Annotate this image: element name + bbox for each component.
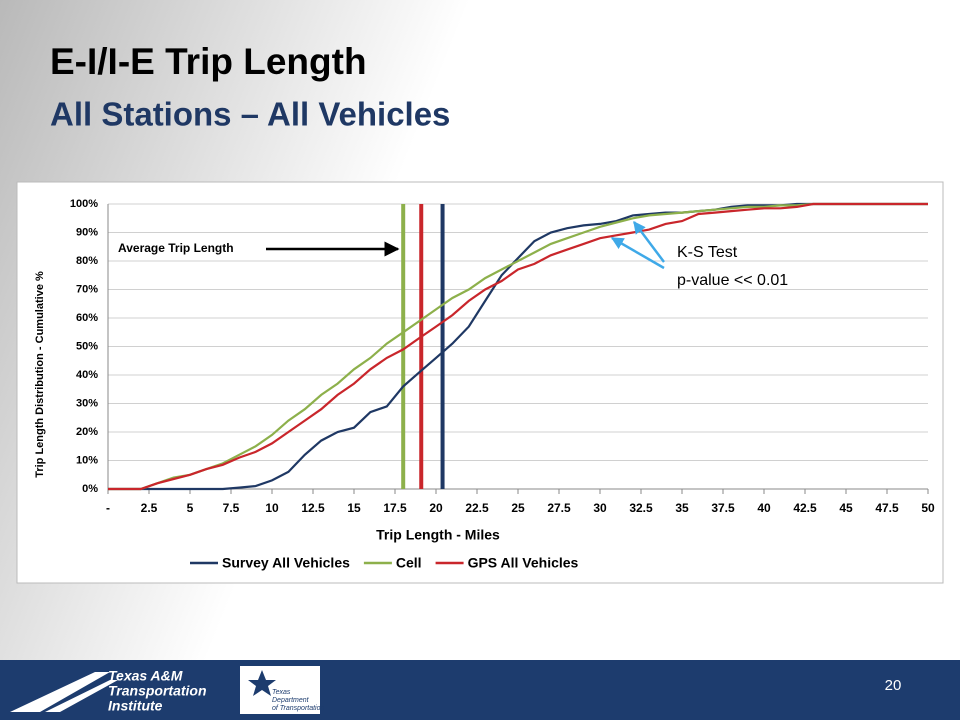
x-tick-label: 30 [593, 501, 607, 515]
x-tick-label: - [106, 501, 110, 515]
tti-logo-text: Institute [108, 698, 163, 714]
legend-label: Survey All Vehicles [222, 555, 350, 571]
legend-label: GPS All Vehicles [468, 555, 579, 571]
txdot-text: Texas [272, 689, 291, 696]
x-tick-label: 37.5 [711, 501, 735, 515]
footer-bar [0, 660, 960, 720]
x-tick-label: 45 [839, 501, 853, 515]
slide-title: E-I/I-E Trip Length [50, 41, 367, 82]
y-tick-label: 70% [76, 283, 98, 295]
series-line [108, 202, 928, 491]
y-tick-label: 30% [76, 397, 98, 409]
slide-subtitle: All Stations – All Vehicles [50, 96, 450, 133]
txdot-logo [240, 666, 320, 714]
x-tick-label: 10 [265, 501, 279, 515]
y-tick-label: 40% [76, 369, 98, 381]
y-tick-label: 100% [70, 198, 98, 210]
y-tick-label: 20% [76, 426, 98, 438]
page-number: 20 [885, 677, 902, 694]
annotation-arrow [633, 221, 665, 263]
x-axis-label: Trip Length - Miles [376, 527, 500, 543]
y-tick-label: 50% [76, 340, 98, 352]
y-tick-label: 80% [76, 255, 98, 267]
tti-logo-text: Transportation [108, 683, 207, 699]
x-tick-label: 25 [511, 501, 525, 515]
legend-label: Cell [396, 555, 422, 571]
x-tick-label: 40 [757, 501, 771, 515]
x-tick-label: 47.5 [875, 501, 899, 515]
x-tick-label: 15 [347, 501, 361, 515]
y-tick-label: 90% [76, 226, 98, 238]
series-line [108, 202, 928, 491]
x-tick-label: 7.5 [223, 501, 240, 515]
txdot-text: of Transportation [272, 705, 325, 712]
txdot-text: Department [272, 697, 310, 704]
x-tick-label: 27.5 [547, 501, 571, 515]
x-tick-label: 17.5 [383, 501, 407, 515]
x-tick-label: 50 [921, 501, 935, 515]
annotation-arrow [610, 236, 665, 270]
chart-frame [16, 181, 944, 584]
tti-logo-mark [10, 672, 118, 712]
y-tick-label: 10% [76, 454, 98, 466]
y-tick-label: 0% [82, 483, 98, 495]
x-tick-label: 32.5 [629, 501, 653, 515]
y-axis-label: Trip Length Distribution - Cumulative % [34, 271, 46, 478]
x-tick-label: 20 [429, 501, 443, 515]
x-tick-label: 2.5 [141, 501, 158, 515]
plot: 0% 10% 20% 30% 40% 50% 60% 70% 80% 90% 100% - 2.5 5 7.… [34, 198, 935, 571]
annotation: Average Trip Length [118, 241, 234, 255]
y-tick-label: 60% [76, 312, 98, 324]
annotation: p-value << 0.01 [677, 272, 788, 289]
x-tick-label: 5 [187, 501, 194, 515]
annotation: K-S Test [677, 244, 738, 261]
tti-logo-text: Texas A&M [108, 668, 183, 684]
x-tick-label: 42.5 [793, 501, 817, 515]
txdot-star [248, 670, 276, 696]
x-tick-label: 35 [675, 501, 689, 515]
x-tick-label: 22.5 [465, 501, 489, 515]
x-tick-label: 12.5 [301, 501, 325, 515]
